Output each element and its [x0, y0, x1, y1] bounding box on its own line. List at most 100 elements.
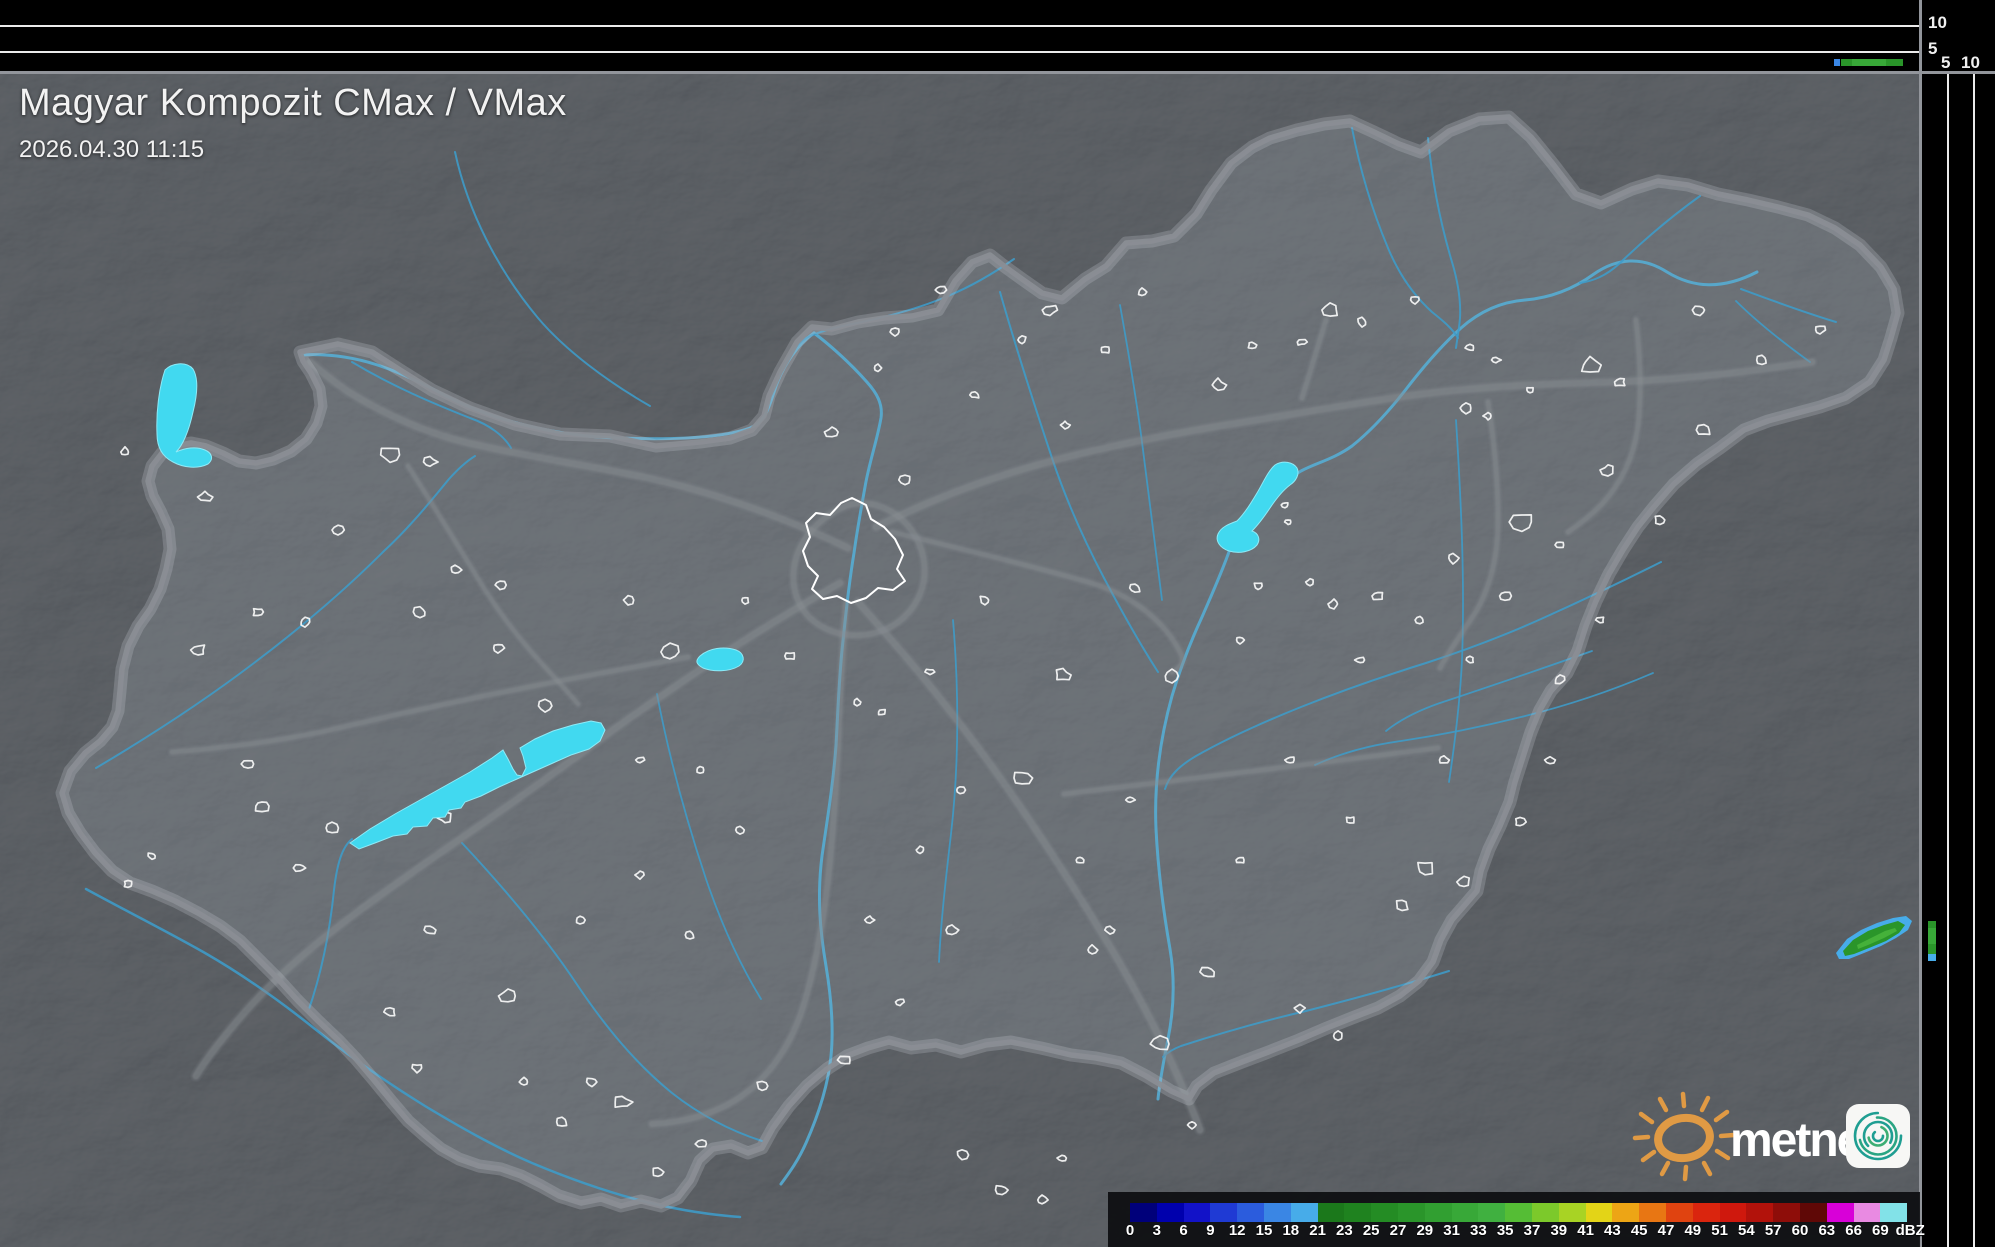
town-outline: [696, 765, 705, 775]
town-outline: [1293, 1003, 1307, 1015]
town-outline: [1695, 423, 1711, 436]
scale-segment-9dbz: [1210, 1203, 1238, 1222]
scale-tick-label: 54: [1738, 1222, 1755, 1239]
scale-tick-label: 3: [1152, 1222, 1161, 1239]
scale-tick-label: 0: [1125, 1222, 1135, 1239]
town-outline: [1508, 514, 1533, 533]
river-kraszna: [1735, 300, 1811, 363]
town-outline: [1036, 1194, 1049, 1205]
scale-segment-3dbz: [1156, 1203, 1184, 1222]
town-outline: [1543, 755, 1557, 765]
echo-top-projection: [1852, 59, 1886, 66]
road-m6: [649, 601, 849, 1127]
river-channel-mid: [938, 619, 959, 963]
river-maros: [1162, 970, 1450, 1058]
town-outline: [1211, 377, 1228, 392]
town-outline: [240, 759, 255, 769]
river-tisza-lower: [1154, 547, 1232, 1101]
town-outline: [1464, 343, 1475, 352]
panel-frame-vertical: [1919, 0, 1922, 1247]
town-outline: [147, 852, 157, 861]
scale-tick-label: 37: [1523, 1222, 1541, 1239]
scale-segment-49dbz: [1692, 1203, 1720, 1222]
town-outline: [897, 474, 911, 486]
scale-tick-label: 23: [1336, 1222, 1353, 1239]
town-outline: [382, 1006, 396, 1017]
town-outline: [123, 879, 133, 889]
road-m35: [1437, 399, 1501, 671]
scale-segment-63dbz: [1826, 1203, 1854, 1222]
scale-tick-label: 9: [1206, 1222, 1215, 1239]
town-outline: [1304, 577, 1315, 587]
scale-tick-label: 69: [1872, 1222, 1889, 1239]
scale-tick-label: 57: [1764, 1222, 1782, 1239]
scale-segment-69dbz: [1880, 1203, 1908, 1222]
town-outline: [1327, 598, 1339, 610]
road-m1: [306, 358, 852, 552]
town-outline: [1353, 656, 1366, 664]
town-outline: [694, 1139, 708, 1148]
town-outline: [634, 870, 645, 881]
town-outline: [1814, 325, 1827, 335]
towns-layer: [119, 285, 1827, 1205]
scale-tick-label: 29: [1416, 1222, 1434, 1239]
river-mosoni-duna: [351, 361, 512, 449]
town-outline: [853, 697, 862, 707]
town-outline: [537, 698, 553, 713]
town-outline: [979, 595, 990, 606]
scale-tick-label: 66: [1845, 1222, 1862, 1239]
road-m0-ring: [790, 500, 928, 639]
town-outline: [836, 1055, 851, 1065]
storm-cell-southeast-core-max: [1857, 928, 1897, 949]
scale-segment-15dbz: [1264, 1203, 1291, 1222]
town-outline: [325, 821, 340, 834]
town-outline: [494, 580, 508, 591]
river-tisza-upper: [1282, 259, 1759, 488]
scale-segment-18dbz: [1290, 1203, 1318, 1222]
river-hortobagy: [1448, 419, 1464, 783]
scale-segment-60dbz: [1800, 1203, 1827, 1222]
top-panel-10km-line: [0, 25, 1919, 27]
town-outline: [1087, 943, 1099, 955]
scale-tick-label: 35: [1496, 1222, 1514, 1239]
lake-velence: [696, 647, 744, 672]
town-outline: [1580, 355, 1603, 373]
town-outline: [1514, 816, 1528, 827]
scale-tick-label: 51: [1711, 1222, 1728, 1239]
town-outline: [412, 605, 426, 619]
scale-tick-label: 39: [1550, 1222, 1568, 1239]
road-m5: [854, 598, 1204, 1134]
town-outline: [1599, 463, 1614, 477]
lake-ferto: [156, 363, 213, 468]
top-panel-5km-line: [0, 51, 1919, 53]
scale-segment-21dbz: [1317, 1203, 1345, 1222]
town-outline: [1498, 591, 1513, 602]
scale-segment-66dbz: [1853, 1203, 1881, 1222]
road-471: [1565, 317, 1643, 535]
town-outline: [1321, 302, 1339, 317]
town-outline: [1409, 295, 1420, 305]
scale-segment-37dbz: [1532, 1203, 1559, 1222]
town-outline: [734, 825, 746, 835]
scale-tick-label: 31: [1443, 1222, 1460, 1239]
scale-segment-35dbz: [1505, 1203, 1532, 1222]
town-outline: [1691, 305, 1706, 317]
town-outline: [292, 863, 307, 873]
town-outline: [1247, 341, 1258, 350]
town-outline: [955, 785, 967, 795]
panel-frame-horizontal: [0, 71, 1995, 74]
town-outline: [934, 285, 948, 295]
river-zala: [307, 838, 353, 1013]
town-outline: [622, 594, 635, 606]
town-outline: [518, 1076, 529, 1086]
scale-segment-6dbz: [1183, 1203, 1211, 1222]
scale-tick-label: 6: [1179, 1222, 1188, 1239]
scale-tick-label: 33: [1470, 1222, 1487, 1239]
town-outline: [1100, 345, 1111, 354]
town-outline: [196, 490, 214, 502]
echo-right-projection: [1928, 928, 1936, 944]
town-outline: [889, 327, 900, 337]
scale-segment-31dbz: [1451, 1203, 1479, 1222]
